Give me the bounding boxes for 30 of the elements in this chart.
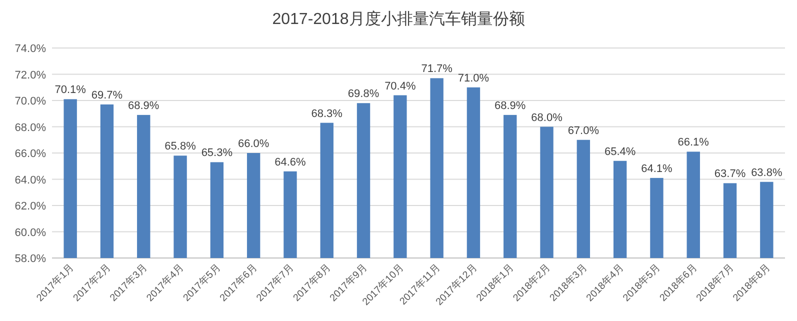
data-label: 71.7% — [421, 63, 453, 76]
data-label: 65.4% — [604, 146, 636, 158]
data-label: 66.0% — [238, 138, 270, 150]
y-tick-label: 60.0% — [14, 226, 46, 239]
data-label: 70.1% — [54, 84, 86, 96]
data-label: 69.8% — [348, 88, 380, 100]
data-label: 65.8% — [164, 140, 196, 153]
data-label: 66.1% — [678, 136, 710, 149]
y-tick-label: 66.0% — [14, 148, 46, 160]
y-tick-label: 74.0% — [14, 43, 46, 55]
data-label: 65.3% — [201, 147, 233, 160]
data-label: 63.8% — [751, 166, 782, 179]
data-label: 69.7% — [91, 89, 123, 102]
data-label: 64.1% — [641, 162, 673, 175]
y-tick-label: 72.0% — [14, 69, 46, 82]
data-label: 63.7% — [714, 168, 746, 180]
data-label: 64.6% — [274, 156, 306, 168]
y-tick-label: 68.0% — [14, 122, 46, 134]
y-tick-label: 70.0% — [14, 96, 46, 108]
y-tick-label: 62.0% — [14, 200, 46, 212]
y-tick-label: 64.0% — [14, 174, 46, 186]
data-label: 68.9% — [494, 100, 526, 112]
chart-title: 2017-2018月度小排量汽车销量份额 — [272, 10, 525, 28]
data-label: 68.3% — [311, 108, 343, 120]
data-label: 68.0% — [531, 112, 563, 124]
y-tick-label: 58.0% — [14, 253, 46, 265]
data-label: 70.4% — [384, 80, 416, 92]
data-label: 71.0% — [458, 72, 490, 84]
data-label: 67.0% — [568, 124, 600, 137]
data-label: 68.9% — [128, 100, 160, 112]
